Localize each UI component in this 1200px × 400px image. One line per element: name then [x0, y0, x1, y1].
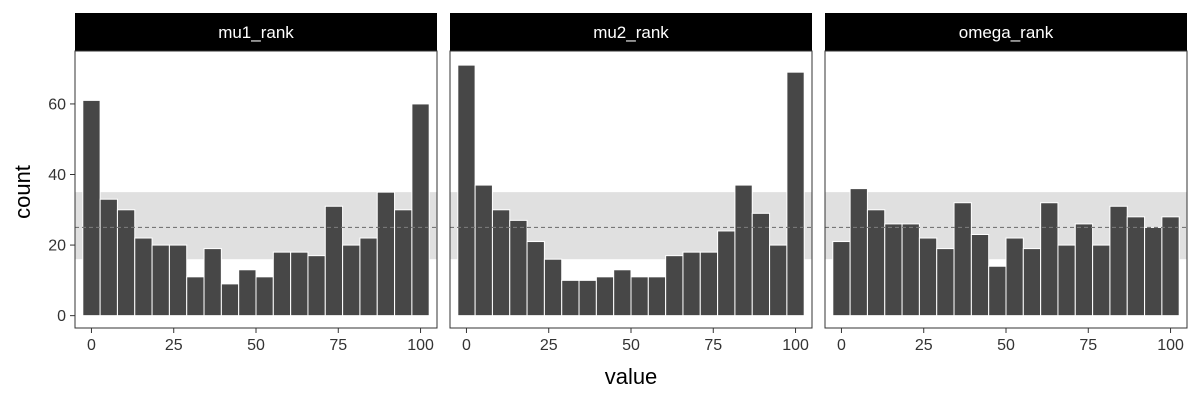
- histogram-bar: [884, 223, 903, 317]
- strip-label: mu1_rank: [218, 23, 294, 42]
- histogram-bar: [1144, 226, 1163, 317]
- panel-mu2_rank: mu2_rank 0 25 50 75 100: [449, 13, 813, 354]
- histogram-bar: [970, 233, 990, 317]
- histogram-bar: [491, 209, 511, 317]
- histogram-bar: [457, 64, 476, 317]
- x-tick-label: 75: [329, 337, 347, 354]
- strip-header: [825, 13, 1187, 51]
- panel-omega_rank: omega_rank 0 25 50 75 100: [824, 13, 1188, 354]
- histogram-bar: [116, 209, 136, 317]
- strip-label: mu2_rank: [593, 23, 669, 42]
- x-axis-title: value: [605, 364, 658, 389]
- histogram-bar: [901, 223, 920, 317]
- y-tick-label: 0: [57, 308, 66, 325]
- histogram-bar: [988, 265, 1007, 317]
- histogram-bar: [1074, 223, 1094, 317]
- x-tick-label: 50: [997, 337, 1015, 354]
- histogram-bar: [394, 209, 413, 317]
- x-tick-label: 25: [540, 337, 558, 354]
- histogram-bar: [769, 244, 788, 317]
- x-tick-label: 50: [247, 337, 265, 354]
- x-tick-label: 0: [87, 337, 96, 354]
- histogram-bar: [99, 198, 118, 317]
- histogram-bar: [936, 248, 955, 317]
- histogram-bar: [595, 276, 615, 317]
- x-tick-label: 75: [1079, 337, 1097, 354]
- histogram-bar: [717, 230, 736, 317]
- histogram-bar: [613, 269, 632, 317]
- histogram-bar: [665, 255, 684, 317]
- panel-mu1_rank: mu1_rank 0 25 50 75 100 0 20 40 60: [48, 13, 438, 354]
- x-tick-label: 100: [782, 337, 809, 354]
- histogram-bar: [376, 191, 396, 317]
- histogram-bar: [543, 258, 563, 317]
- y-axis-title: count: [10, 165, 35, 219]
- histogram-bar: [203, 248, 222, 317]
- histogram-bar: [255, 276, 274, 317]
- histogram-bar: [307, 255, 326, 317]
- x-tick-label: 100: [407, 337, 434, 354]
- histogram-bar: [630, 276, 649, 317]
- histogram-bar: [1022, 248, 1042, 317]
- histogram-bar: [1092, 244, 1111, 317]
- strip-header: [450, 13, 812, 51]
- histogram-bar: [474, 184, 493, 317]
- histogram-bar: [342, 244, 361, 317]
- histogram-bar: [786, 71, 805, 317]
- histogram-bar: [359, 237, 378, 317]
- histogram-bar: [734, 184, 753, 317]
- y-tick-label: 20: [48, 238, 66, 255]
- histogram-bar: [1161, 216, 1180, 317]
- histogram-bar: [82, 99, 101, 317]
- x-tick-label: 0: [462, 337, 471, 354]
- histogram-bar: [647, 276, 667, 317]
- histogram-bar: [272, 251, 292, 317]
- histogram-bar: [526, 241, 545, 317]
- histogram-bar: [682, 251, 701, 317]
- x-tick-label: 25: [165, 337, 183, 354]
- histogram-bar: [411, 103, 430, 317]
- histogram-bar: [238, 269, 257, 317]
- x-tick-label: 50: [622, 337, 640, 354]
- histogram-bar: [866, 209, 886, 317]
- strip-label: omega_rank: [959, 23, 1054, 42]
- histogram-bar: [953, 202, 972, 317]
- histogram-bar: [324, 205, 344, 317]
- histogram-bar: [1040, 202, 1059, 317]
- histogram-bar: [561, 279, 580, 317]
- histogram-bar: [151, 244, 170, 317]
- histogram-bar: [1126, 216, 1146, 317]
- x-tick-label: 0: [837, 337, 846, 354]
- histogram-bar: [849, 188, 868, 317]
- histogram-bar: [509, 219, 528, 317]
- histogram-bar: [186, 276, 205, 317]
- histogram-bar: [918, 237, 938, 317]
- histogram-bar: [751, 212, 771, 317]
- histogram-bar: [1057, 244, 1076, 317]
- y-tick-label: 40: [48, 167, 66, 184]
- x-tick-label: 25: [915, 337, 933, 354]
- histogram-bar: [168, 244, 188, 317]
- histogram-bar: [699, 251, 719, 317]
- y-tick-label: 60: [48, 96, 66, 113]
- histogram-bar: [290, 251, 309, 317]
- histogram-bar: [578, 279, 597, 317]
- histogram-bar: [220, 283, 240, 317]
- x-tick-label: 75: [704, 337, 722, 354]
- strip-header: [75, 13, 437, 51]
- x-tick-label: 100: [1157, 337, 1184, 354]
- histogram-bar: [832, 241, 851, 317]
- histogram-bar: [134, 237, 153, 317]
- histogram-bar: [1005, 237, 1024, 317]
- histogram-bar: [1109, 205, 1128, 317]
